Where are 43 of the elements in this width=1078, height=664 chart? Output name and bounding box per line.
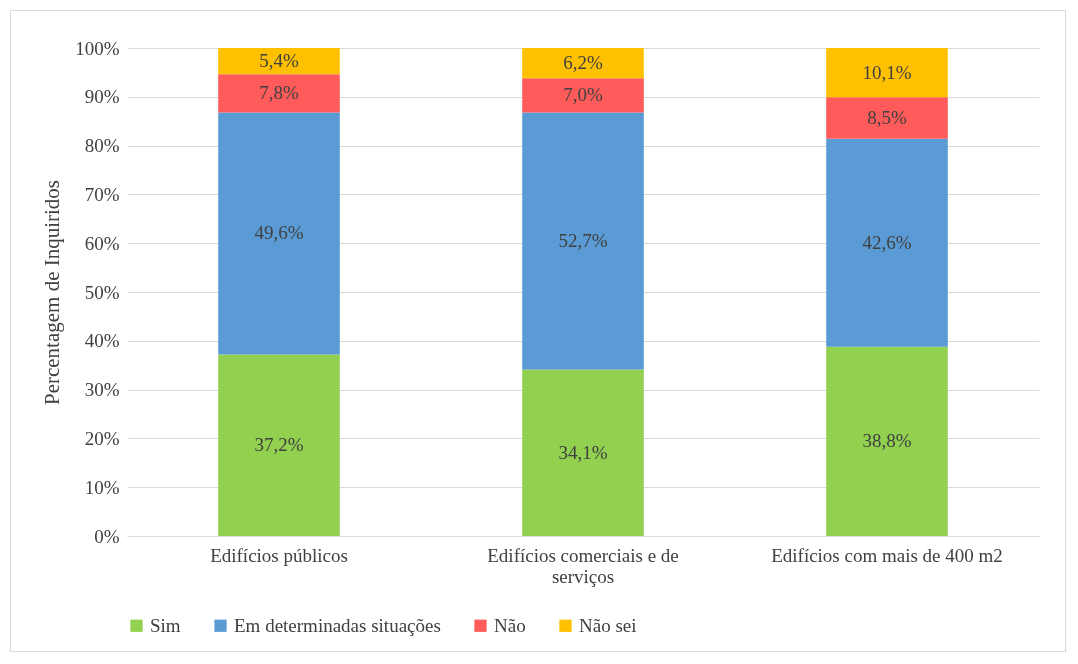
- bar: [218, 48, 340, 75]
- data-label: 49,6%: [254, 222, 304, 244]
- bar: [826, 138, 948, 347]
- y-tick-label: 100%: [75, 37, 120, 59]
- y-tick-label: 30%: [84, 379, 120, 401]
- data-label: 37,2%: [254, 434, 304, 456]
- data-label: 34,1%: [558, 441, 608, 463]
- y-tick-label: 10%: [84, 476, 120, 498]
- data-label: 7,0%: [563, 84, 603, 106]
- y-tick-label: 70%: [84, 183, 120, 205]
- y-tick-label: 40%: [84, 330, 120, 352]
- bar: [826, 346, 948, 536]
- data-label: 38,8%: [862, 430, 912, 452]
- bar: [826, 97, 948, 139]
- data-label: 52,7%: [558, 230, 608, 251]
- data-label: 42,6%: [862, 231, 912, 253]
- y-tick-label: 60%: [84, 232, 120, 254]
- y-tick-label: 80%: [84, 135, 120, 157]
- legend-label: Sim: [150, 614, 181, 636]
- bar: [522, 369, 644, 536]
- data-label: 7,8%: [259, 82, 299, 104]
- legend-label: Não: [494, 614, 526, 636]
- y-tick-label: 50%: [84, 281, 120, 303]
- legend-label: Em determinadas situações: [234, 614, 441, 636]
- bar: [522, 112, 644, 370]
- data-label: 8,5%: [867, 107, 907, 129]
- bar: [522, 48, 644, 79]
- data-label: 6,2%: [563, 52, 603, 74]
- data-label: 10,1%: [862, 61, 912, 83]
- x-tick-label: Edifícios comerciais e de serviços: [487, 544, 679, 587]
- bar: [522, 78, 644, 113]
- x-tick-label: Edifícios públicos: [210, 544, 348, 566]
- y-tick-label: 0%: [94, 525, 120, 547]
- data-label: 5,4%: [259, 50, 299, 72]
- bar: [218, 112, 340, 355]
- x-tick-label: Edifícios com mais de 400 m2: [771, 544, 1003, 566]
- legend-label: Não sei: [579, 614, 637, 636]
- y-tick-label: 90%: [84, 86, 120, 108]
- bar: [218, 354, 340, 536]
- y-tick-label: 20%: [84, 427, 120, 449]
- bar: [826, 48, 948, 98]
- y-axis-title: Percentagem de Inquiridos: [40, 179, 65, 406]
- bar: [218, 74, 340, 113]
